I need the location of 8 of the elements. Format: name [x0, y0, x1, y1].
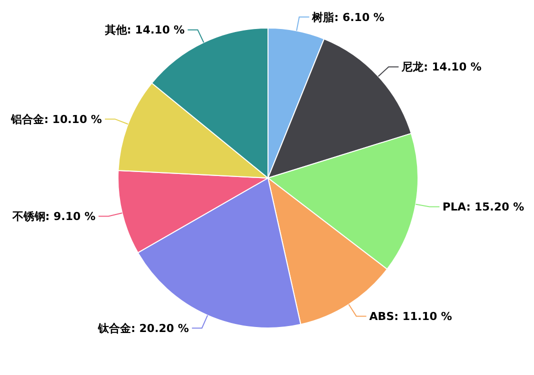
slice-label: 尼龙: 14.10 % — [400, 60, 482, 74]
slice-label: 树脂: 6.10 % — [311, 10, 384, 24]
slice-label: 钛合金: 20.20 % — [97, 322, 189, 335]
slice-label: 其他: 14.10 % — [104, 24, 185, 37]
slice-label: PLA: 15.20 % — [442, 200, 524, 214]
slice-label: 不锈钢: 9.10 % — [11, 210, 96, 224]
slice-label: 铝合金: 10.10 % — [10, 112, 102, 126]
slice-label: ABS: 11.10 % — [369, 310, 452, 324]
